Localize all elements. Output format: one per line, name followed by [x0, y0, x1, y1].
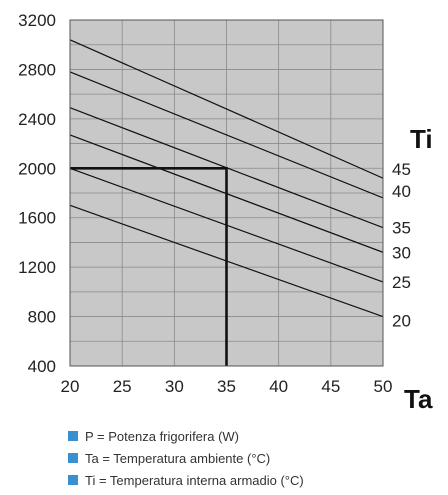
series-label: 35 — [392, 219, 411, 238]
series-label: 25 — [392, 273, 411, 292]
y-tick-label: 1200 — [18, 258, 56, 277]
legend-item-ti: Ti = Temperatura interna armadio (°C) — [68, 469, 304, 491]
x-tick-label: 20 — [61, 377, 80, 396]
x-tick-label: 50 — [374, 377, 393, 396]
series-label: 40 — [392, 182, 411, 201]
legend-swatch — [68, 475, 78, 485]
legend: P = Potenza frigorifera (W) Ta = Tempera… — [68, 425, 304, 491]
y-tick-label: 2400 — [18, 110, 56, 129]
series-label: 45 — [392, 160, 411, 179]
y-tick-label: 1600 — [18, 209, 56, 228]
y-tick-label: 800 — [28, 308, 56, 327]
legend-swatch — [68, 453, 78, 463]
x-tick-label: 30 — [165, 377, 184, 396]
guide-line — [70, 166, 228, 366]
legend-label: P = Potenza frigorifera (W) — [85, 428, 240, 444]
plot-border — [69, 19, 384, 367]
legend-label: Ta = Temperatura ambiente (°C) — [85, 450, 271, 466]
chart: 20 25 30 35 40 45 50 400 800 1200 1600 2000 2400 280… — [18, 11, 433, 414]
y-tick-label: 400 — [28, 357, 56, 376]
legend-item-ta: Ta = Temperatura ambiente (°C) — [68, 447, 304, 469]
y-tick-label: 2000 — [18, 159, 56, 178]
series-label: 20 — [392, 312, 411, 331]
series-labels: 45 40 35 30 25 20 — [392, 160, 411, 330]
x-tick-label: 45 — [321, 377, 340, 396]
series-line — [69, 39, 384, 179]
guide-lines — [70, 166, 228, 366]
legend-label: Ti = Temperatura interna armadio (°C) — [85, 472, 304, 488]
series-line — [69, 71, 384, 199]
x-tick-label: 35 — [217, 377, 236, 396]
legend-swatch — [68, 431, 78, 441]
x-tick-labels: 20 25 30 35 40 45 50 — [61, 377, 393, 396]
x-tick-label: 40 — [269, 377, 288, 396]
series-label-title: Ti — [410, 124, 433, 154]
y-tick-label: 2800 — [18, 60, 56, 79]
x-tick-label: 25 — [113, 377, 132, 396]
series-label: 30 — [392, 243, 411, 262]
x-axis-title: Ta — [404, 384, 433, 414]
y-tick-label: 3200 — [18, 11, 56, 30]
legend-item-p: P = Potenza frigorifera (W) — [68, 425, 304, 447]
y-tick-labels: 400 800 1200 1600 2000 2400 2800 3200 — [18, 11, 56, 376]
